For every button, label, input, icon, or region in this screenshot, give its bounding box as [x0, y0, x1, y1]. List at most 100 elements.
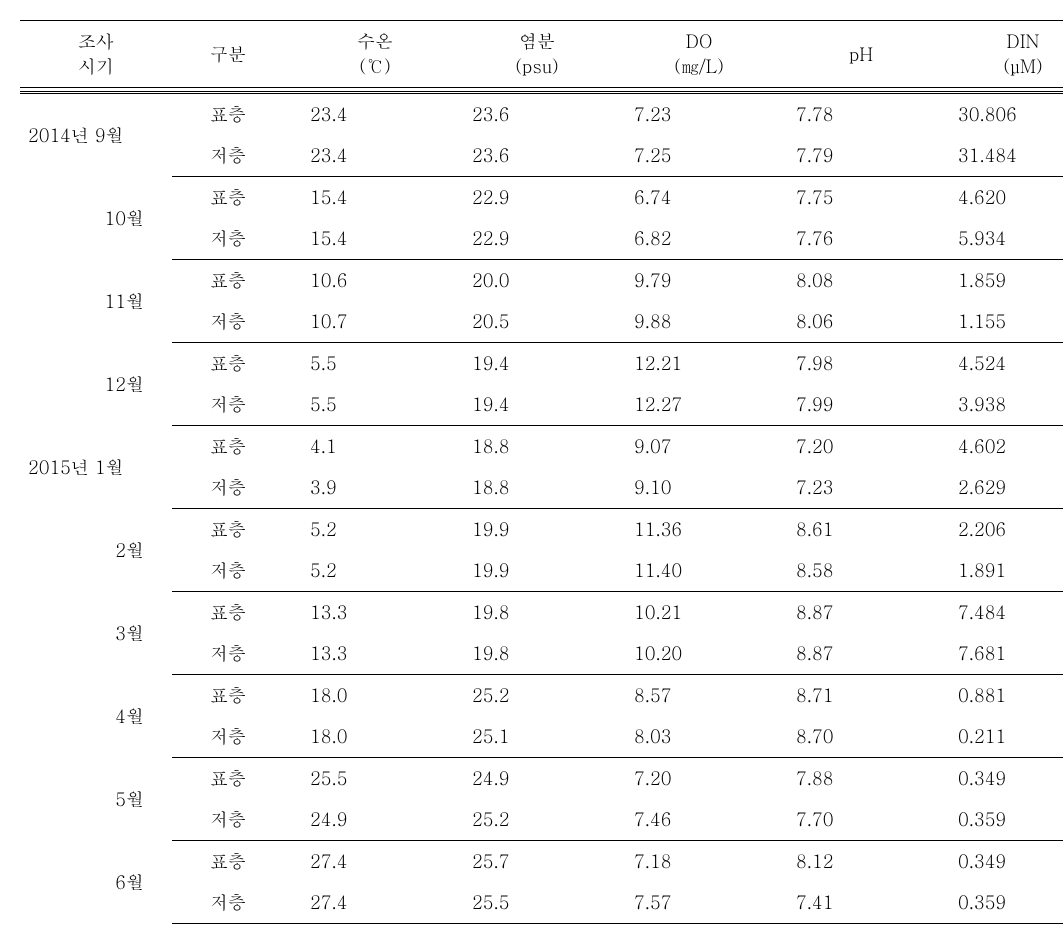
- value-cell: 6.74: [608, 177, 770, 219]
- value-cell: 9.88: [608, 301, 770, 343]
- layer-cell: 저층: [172, 716, 284, 758]
- header-do: DO(㎎/L): [608, 21, 770, 88]
- value-cell: 15.4: [284, 177, 446, 219]
- value-cell: 12.21: [608, 343, 770, 385]
- value-cell: 1.859: [932, 260, 1063, 302]
- value-cell: 19.8: [446, 592, 608, 634]
- period-cell: 2014년 9월: [20, 93, 172, 177]
- table-row: 저층10.720.59.888.061.1550.031: [20, 301, 1063, 343]
- period-cell: 11월: [20, 260, 172, 343]
- table-row: 저층27.425.57.577.410.3590.110: [20, 882, 1063, 924]
- layer-cell: 저층: [172, 218, 284, 260]
- value-cell: 5.5: [284, 343, 446, 385]
- layer-cell: 표층: [172, 758, 284, 800]
- value-cell: 7.20: [770, 426, 932, 468]
- value-cell: 11.36: [608, 509, 770, 551]
- value-cell: 24.9: [284, 799, 446, 841]
- header-ph: pH: [770, 21, 932, 88]
- value-cell: 20.0: [446, 260, 608, 302]
- value-cell: 23.4: [284, 135, 446, 177]
- value-cell: 8.61: [770, 509, 932, 551]
- layer-cell: 표층: [172, 343, 284, 385]
- layer-cell: 저층: [172, 799, 284, 841]
- value-cell: 1.155: [932, 301, 1063, 343]
- table-row: 3월표층13.319.810.218.877.4840.282: [20, 592, 1063, 634]
- value-cell: 7.88: [770, 758, 932, 800]
- value-cell: 7.41: [770, 882, 932, 924]
- layer-cell: 표층: [172, 426, 284, 468]
- value-cell: 27.4: [284, 841, 446, 883]
- layer-cell: 저층: [172, 135, 284, 177]
- value-cell: 0.211: [932, 716, 1063, 758]
- value-cell: 5.2: [284, 509, 446, 551]
- layer-cell: 표층: [172, 592, 284, 634]
- value-cell: 8.87: [770, 592, 932, 634]
- layer-cell: 표층: [172, 675, 284, 717]
- layer-cell: 저층: [172, 550, 284, 592]
- value-cell: 8.08: [770, 260, 932, 302]
- value-cell: 7.681: [932, 633, 1063, 675]
- value-cell: 25.5: [446, 882, 608, 924]
- value-cell: 6.82: [608, 218, 770, 260]
- table-row: 저층15.422.96.827.765.9340.324: [20, 218, 1063, 260]
- value-cell: 3.938: [932, 384, 1063, 426]
- value-cell: 4.524: [932, 343, 1063, 385]
- value-cell: 7.76: [770, 218, 932, 260]
- value-cell: 19.9: [446, 550, 608, 592]
- period-cell: 2월: [20, 509, 172, 592]
- layer-cell: 표층: [172, 93, 284, 136]
- layer-cell: 저층: [172, 882, 284, 924]
- value-cell: 25.2: [446, 675, 608, 717]
- layer-cell: 저층: [172, 633, 284, 675]
- value-cell: 0.349: [932, 758, 1063, 800]
- value-cell: 30.806: [932, 93, 1063, 136]
- value-cell: 7.484: [932, 592, 1063, 634]
- value-cell: 7.79: [770, 135, 932, 177]
- table-row: 5월표층25.524.97.207.880.3490.076: [20, 758, 1063, 800]
- value-cell: 7.57: [608, 882, 770, 924]
- table-row: 11월표층10.620.09.798.081.8590.005: [20, 260, 1063, 302]
- value-cell: 7.23: [608, 93, 770, 136]
- value-cell: 0.359: [932, 799, 1063, 841]
- period-cell: 3월: [20, 592, 172, 675]
- value-cell: 5.5: [284, 384, 446, 426]
- value-cell: 10.7: [284, 301, 446, 343]
- value-cell: 2.206: [932, 509, 1063, 551]
- value-cell: 19.8: [446, 633, 608, 675]
- value-cell: 18.8: [446, 467, 608, 509]
- value-cell: 25.1: [446, 716, 608, 758]
- table-row: 6월표층27.425.77.188.120.3490.076: [20, 841, 1063, 883]
- header-temp: 수온(℃): [284, 21, 446, 88]
- layer-cell: 저층: [172, 384, 284, 426]
- value-cell: 9.10: [608, 467, 770, 509]
- value-cell: 10.21: [608, 592, 770, 634]
- value-cell: 19.9: [446, 509, 608, 551]
- value-cell: 2.629: [932, 467, 1063, 509]
- value-cell: 7.20: [608, 758, 770, 800]
- value-cell: 0.349: [932, 841, 1063, 883]
- value-cell: 1.891: [932, 550, 1063, 592]
- value-cell: 8.58: [770, 550, 932, 592]
- value-cell: 8.71: [770, 675, 932, 717]
- value-cell: 4.1: [284, 426, 446, 468]
- value-cell: 8.03: [608, 716, 770, 758]
- value-cell: 7.78: [770, 93, 932, 136]
- period-cell: 12월: [20, 343, 172, 426]
- table-row: 저층5.219.911.408.581.8910.422: [20, 550, 1063, 592]
- value-cell: 4.620: [932, 177, 1063, 219]
- value-cell: 8.57: [608, 675, 770, 717]
- value-cell: 13.3: [284, 633, 446, 675]
- value-cell: 10.6: [284, 260, 446, 302]
- value-cell: 0.881: [932, 675, 1063, 717]
- table-row: 2014년 9월표층23.423.67.237.7830.8060.968: [20, 93, 1063, 136]
- value-cell: 12.27: [608, 384, 770, 426]
- value-cell: 5.2: [284, 550, 446, 592]
- period-cell: 4월: [20, 675, 172, 758]
- value-cell: 7.99: [770, 384, 932, 426]
- value-cell: 8.87: [770, 633, 932, 675]
- value-cell: 22.9: [446, 177, 608, 219]
- value-cell: 25.5: [284, 758, 446, 800]
- table-row: 저층18.025.18.038.700.2110.071: [20, 716, 1063, 758]
- value-cell: 7.18: [608, 841, 770, 883]
- value-cell: 7.25: [608, 135, 770, 177]
